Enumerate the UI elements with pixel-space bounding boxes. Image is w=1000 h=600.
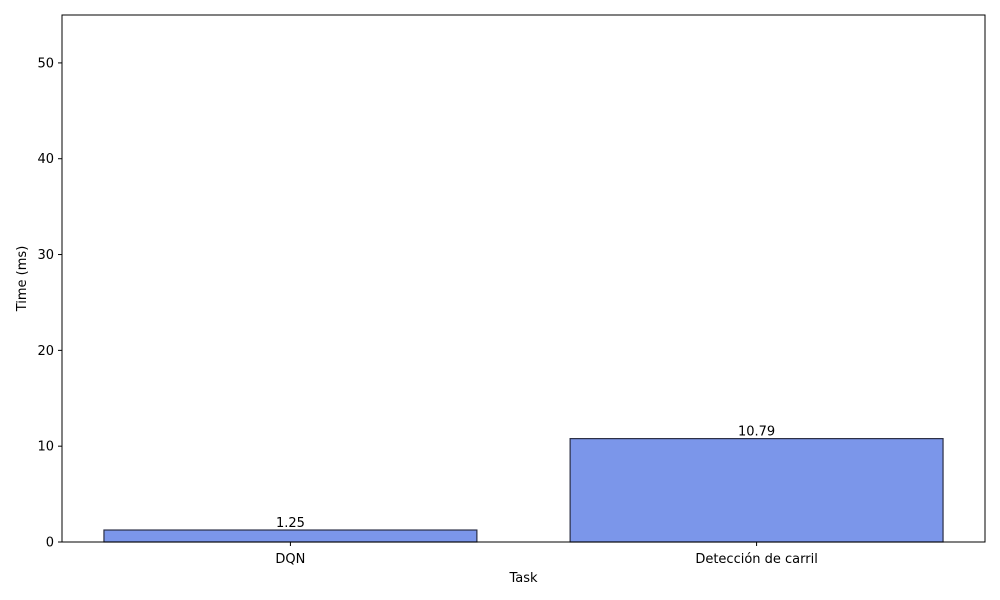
x-axis: DQN Detección de carril xyxy=(275,542,818,567)
plot-frame xyxy=(61,14,986,543)
bars-layer xyxy=(103,438,944,543)
y-axis: 0 10 20 30 40 50 xyxy=(37,56,62,551)
x-tick-label-1: Detección de carril xyxy=(695,552,818,567)
bar-0 xyxy=(103,529,478,543)
bar-1 xyxy=(569,438,944,543)
data-labels-layer: 1.25 10.79 xyxy=(276,425,775,531)
bar-value-label-1: 10.79 xyxy=(738,425,775,440)
x-tick-label-0: DQN xyxy=(275,552,305,567)
y-tick-label-4: 40 xyxy=(37,152,54,167)
y-tick-label-5: 50 xyxy=(37,56,54,71)
y-tick-label-3: 30 xyxy=(37,248,54,263)
x-axis-label: Task xyxy=(508,571,538,586)
y-tick-label-1: 10 xyxy=(37,440,54,455)
y-tick-label-0: 0 xyxy=(46,536,54,551)
bar-value-label-0: 1.25 xyxy=(276,516,305,531)
y-tick-label-2: 20 xyxy=(37,344,54,359)
y-axis-label: Time (ms) xyxy=(15,246,30,313)
